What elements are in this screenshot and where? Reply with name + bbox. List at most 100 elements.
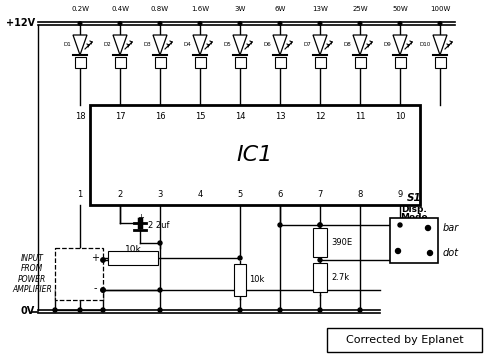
Text: 2.7k: 2.7k (331, 273, 349, 282)
Circle shape (101, 288, 105, 292)
Text: 50W: 50W (392, 6, 408, 12)
Text: D7: D7 (303, 43, 311, 48)
Circle shape (158, 308, 162, 312)
Text: 15: 15 (195, 112, 205, 121)
Circle shape (158, 241, 162, 245)
Circle shape (278, 308, 282, 312)
Polygon shape (233, 35, 247, 55)
Bar (313, 263, 327, 292)
Circle shape (318, 308, 322, 312)
Polygon shape (273, 35, 287, 55)
Bar (390, 218, 438, 263)
Polygon shape (433, 35, 447, 55)
Text: 3W: 3W (234, 6, 246, 12)
Text: dot: dot (443, 248, 459, 258)
Text: 11: 11 (355, 112, 365, 121)
Text: bar: bar (443, 223, 459, 233)
Circle shape (438, 22, 442, 25)
Circle shape (78, 308, 82, 312)
Text: D9: D9 (384, 43, 391, 48)
Polygon shape (313, 35, 327, 55)
Text: 18: 18 (74, 112, 86, 121)
Bar (313, 228, 327, 257)
Text: 6: 6 (278, 190, 282, 199)
Circle shape (158, 22, 162, 25)
Bar (74, 57, 86, 68)
Bar (327, 328, 482, 352)
Text: +: + (91, 253, 99, 263)
Text: 0V: 0V (21, 306, 35, 317)
Text: 10: 10 (395, 112, 405, 121)
Text: D8: D8 (343, 43, 351, 48)
Text: 10k: 10k (124, 244, 142, 253)
Text: 5: 5 (238, 190, 242, 199)
Circle shape (318, 223, 322, 227)
Text: 17: 17 (114, 112, 126, 121)
Text: 6W: 6W (274, 6, 285, 12)
Text: D5: D5 (223, 43, 231, 48)
Text: 0.2W: 0.2W (71, 6, 89, 12)
Text: D2: D2 (104, 43, 111, 48)
Circle shape (318, 22, 322, 25)
Text: 1.6W: 1.6W (191, 6, 209, 12)
Text: 10k: 10k (249, 275, 264, 284)
Text: 9: 9 (398, 190, 402, 199)
Circle shape (238, 256, 242, 260)
Text: 0.4W: 0.4W (111, 6, 129, 12)
Bar (108, 251, 158, 265)
Circle shape (278, 22, 282, 25)
Text: 12: 12 (315, 112, 325, 121)
Bar (194, 57, 205, 68)
Circle shape (78, 22, 82, 25)
Circle shape (53, 308, 57, 312)
Text: 16: 16 (154, 112, 166, 121)
Text: D1: D1 (63, 43, 71, 48)
Circle shape (358, 308, 362, 312)
Text: D6: D6 (263, 43, 271, 48)
Bar (90, 105, 420, 205)
Text: 1: 1 (78, 190, 82, 199)
Bar (55, 248, 103, 300)
Text: 0.8W: 0.8W (151, 6, 169, 12)
Text: INPUT
FROM
POWER
AMPLIFIER: INPUT FROM POWER AMPLIFIER (12, 254, 52, 294)
Text: 3: 3 (158, 190, 162, 199)
Text: S1: S1 (406, 193, 422, 203)
Circle shape (278, 223, 282, 227)
Bar (154, 57, 166, 68)
Text: D4: D4 (183, 43, 191, 48)
Circle shape (198, 22, 202, 25)
Circle shape (238, 308, 242, 312)
Polygon shape (393, 35, 407, 55)
Text: Disp.: Disp. (401, 204, 427, 213)
Circle shape (358, 22, 362, 25)
Circle shape (158, 288, 162, 292)
Text: Mode: Mode (400, 213, 428, 222)
Text: 14: 14 (235, 112, 245, 121)
Text: -: - (93, 283, 97, 293)
Bar (434, 57, 446, 68)
Circle shape (101, 288, 105, 292)
Circle shape (318, 223, 322, 227)
Text: Corrected by Eplanet: Corrected by Eplanet (346, 335, 464, 345)
Circle shape (426, 226, 430, 231)
Circle shape (118, 22, 122, 25)
Circle shape (318, 258, 322, 262)
Bar (394, 57, 406, 68)
Text: 25W: 25W (352, 6, 368, 12)
Text: D10: D10 (420, 43, 431, 48)
Polygon shape (113, 35, 127, 55)
Bar (354, 57, 366, 68)
Circle shape (101, 258, 105, 262)
Circle shape (428, 251, 432, 256)
Polygon shape (73, 35, 87, 55)
Text: 7: 7 (318, 190, 322, 199)
Bar (234, 57, 246, 68)
Polygon shape (353, 35, 367, 55)
Polygon shape (193, 35, 207, 55)
Text: D3: D3 (144, 43, 151, 48)
Text: 2 2uf: 2 2uf (148, 222, 170, 231)
Text: +12V: +12V (6, 18, 35, 29)
Circle shape (101, 308, 105, 312)
Circle shape (238, 22, 242, 25)
Circle shape (396, 248, 400, 253)
